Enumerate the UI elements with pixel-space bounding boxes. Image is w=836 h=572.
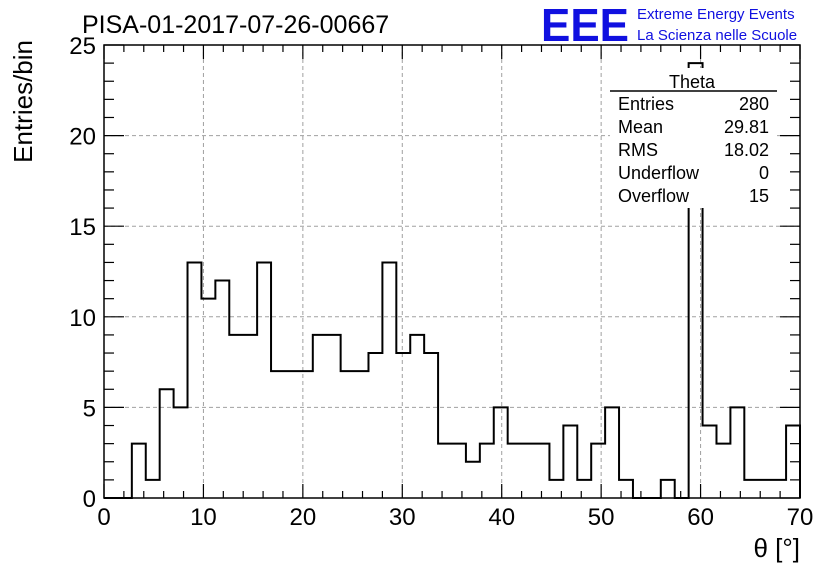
y-tick-labels: 0 5 10 15 20 25 (69, 33, 96, 513)
stats-title: Theta (669, 72, 716, 92)
x-tick-label: 30 (389, 504, 416, 531)
y-tick-label: 5 (83, 395, 96, 422)
x-tick-label: 20 (290, 504, 317, 531)
stats-label: Underflow (618, 163, 700, 183)
x-tick-label: 40 (488, 504, 515, 531)
x-tick-label: 10 (190, 504, 217, 531)
stats-box: Theta Entries 280 Mean 29.81 RMS 18.02 Underfl… (610, 68, 777, 208)
stats-value: 280 (739, 94, 769, 114)
y-axis-label: Entries/bin (8, 40, 38, 163)
y-tick-label: 25 (69, 33, 96, 60)
histogram-series (104, 62, 801, 499)
x-tick-label: 0 (97, 504, 110, 531)
stats-label: Overflow (618, 186, 690, 206)
plot-frame (103, 44, 801, 499)
chart-title: PISA-01-2017-07-26-00667 (82, 11, 389, 39)
x-tick-labels: 0 10 20 30 40 50 60 70 (97, 504, 813, 531)
stats-value: 18.02 (724, 140, 769, 160)
y-tick-label: 15 (69, 214, 96, 241)
logo-line2: La Scienza nelle Scuole (637, 27, 797, 44)
logo-line1: Extreme Energy Events (637, 6, 795, 23)
y-tick-label: 20 (69, 124, 96, 151)
stats-label: Entries (618, 94, 674, 114)
stats-label: RMS (618, 140, 658, 160)
x-tick-label: 60 (687, 504, 714, 531)
stats-value: 15 (749, 186, 769, 206)
x-axis-label: θ [°] (753, 533, 800, 563)
y-tick-label: 0 (83, 486, 96, 513)
eee-logo: EEE Extreme Energy Events La Scienza nel… (541, 0, 797, 51)
grid-lines (104, 45, 800, 498)
axis-ticks (103, 44, 801, 499)
logo-mark: EEE (541, 0, 629, 51)
stats-value: 29.81 (724, 117, 769, 137)
x-tick-label: 50 (588, 504, 615, 531)
stats-value: 0 (759, 163, 769, 183)
y-tick-label: 10 (69, 305, 96, 332)
x-tick-label: 70 (787, 504, 814, 531)
stats-label: Mean (618, 117, 663, 137)
